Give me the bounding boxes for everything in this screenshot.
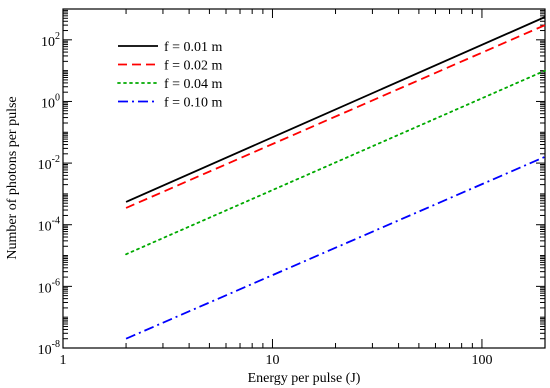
y-tick-label: 102 [41, 31, 60, 50]
x-tick-label: 10 [265, 353, 279, 368]
x-tick-label: 1 [60, 353, 67, 368]
y-tick-label-base: 102 [41, 31, 60, 50]
y-tick-label-exponent: 2 [55, 31, 60, 42]
legend-label-4: f = 0.10 m [164, 96, 223, 111]
y-tick-label-base: 100 [41, 92, 60, 111]
legend-label-3: f = 0.04 m [164, 77, 223, 92]
y-tick-label-exponent: -6 [52, 277, 60, 288]
legend-label-2: f = 0.02 m [164, 59, 223, 74]
y-tick-label-base: 10-4 [38, 216, 60, 235]
y-tick-label: 10-2 [38, 154, 60, 173]
y-axis-label: Number of photons per pulse [5, 96, 20, 259]
x-tick-label: 100 [471, 353, 492, 368]
y-tick-label: 10-6 [38, 277, 60, 296]
y-tick-label-base: 10-8 [38, 339, 60, 358]
y-tick-label: 10-4 [38, 216, 60, 235]
y-tick-label-base: 10-2 [38, 154, 60, 173]
y-tick-label-exponent: -8 [52, 339, 60, 350]
y-tick-label-exponent: 0 [55, 92, 60, 103]
y-tick-label: 10-8 [38, 339, 60, 358]
y-tick-label: 100 [41, 92, 60, 111]
legend-label-1: f = 0.01 m [164, 40, 223, 55]
y-tick-label-base: 10-6 [38, 277, 60, 296]
y-tick-label-exponent: -4 [52, 216, 60, 227]
x-axis-label: Energy per pulse (J) [248, 371, 361, 386]
y-tick-label-exponent: -2 [52, 154, 60, 165]
